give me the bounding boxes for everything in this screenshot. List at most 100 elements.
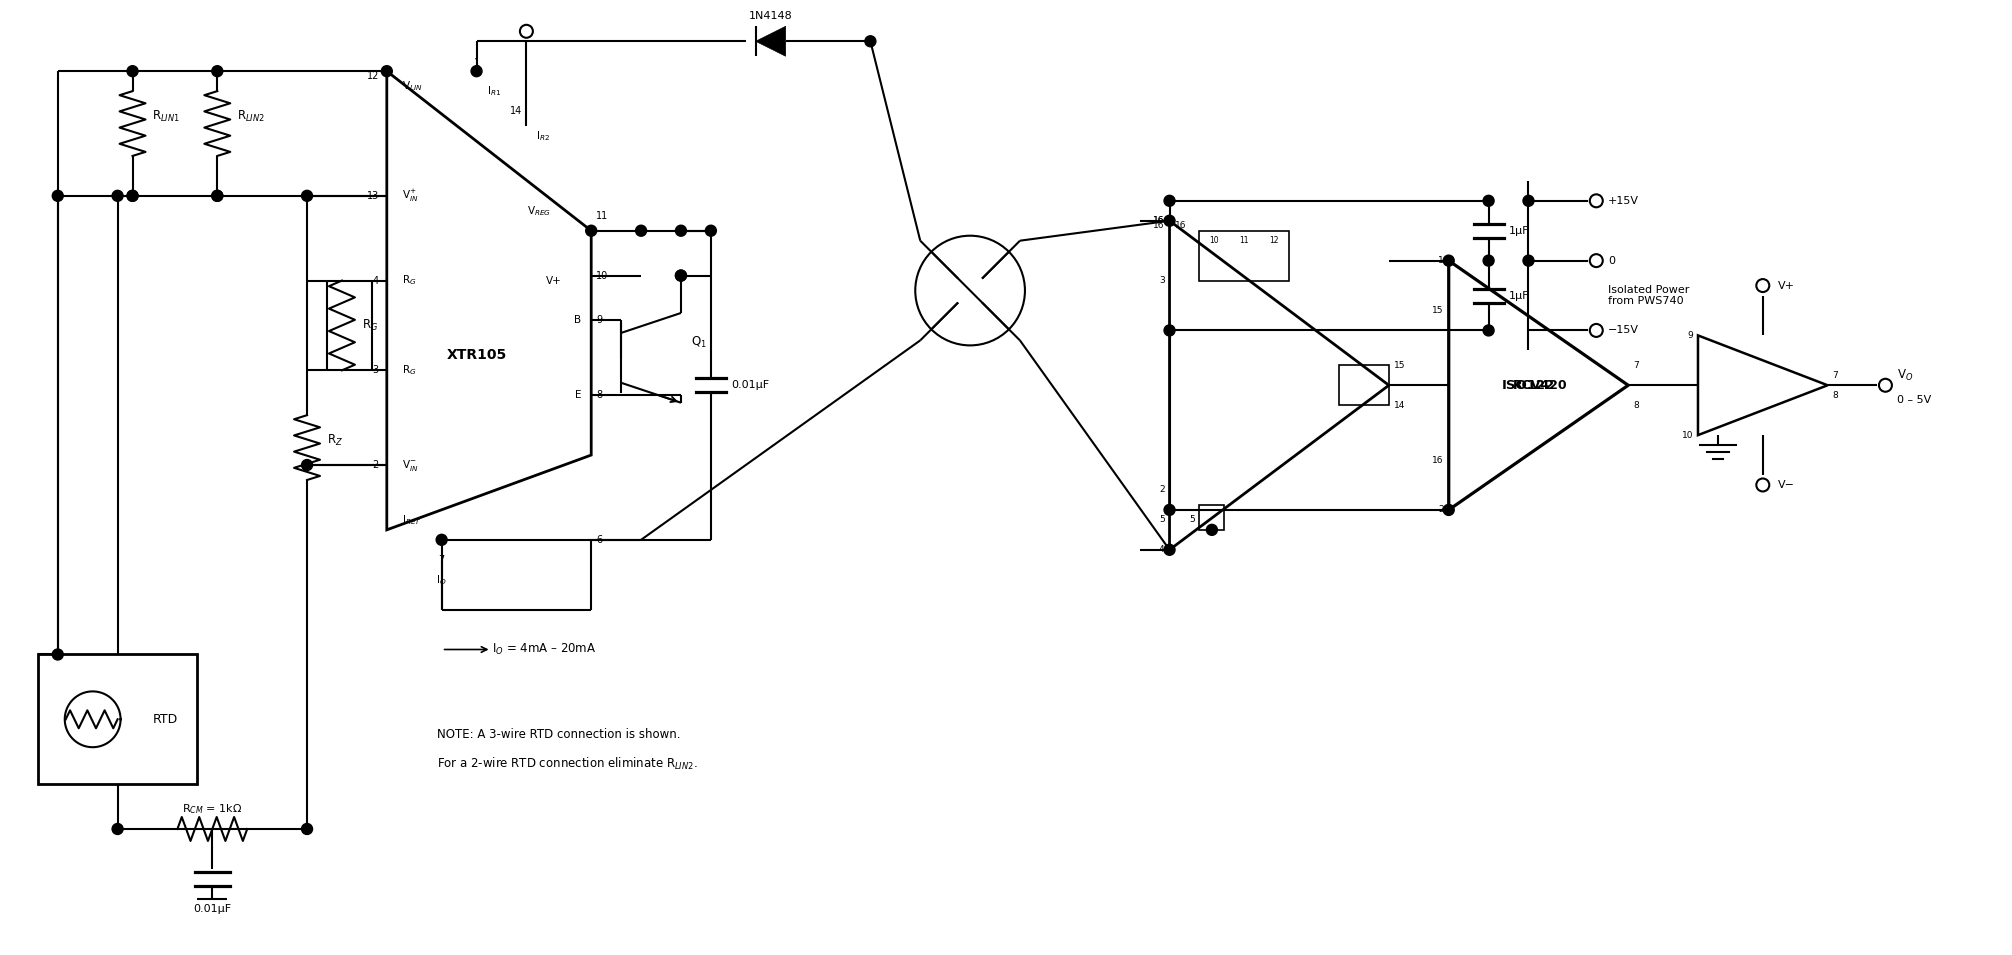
Text: 10: 10 bbox=[1682, 431, 1692, 439]
Text: 4: 4 bbox=[372, 276, 378, 286]
Bar bbox=[1340, 366, 1388, 405]
Text: 8: 8 bbox=[1634, 401, 1640, 410]
Text: V+: V+ bbox=[545, 276, 561, 286]
Text: 10: 10 bbox=[1209, 236, 1219, 244]
Text: Q$_1$: Q$_1$ bbox=[690, 335, 706, 350]
Text: 16: 16 bbox=[1153, 222, 1165, 230]
Text: 16: 16 bbox=[1175, 222, 1185, 230]
Text: 1μF: 1μF bbox=[1509, 225, 1529, 236]
Circle shape bbox=[676, 270, 686, 281]
Circle shape bbox=[302, 823, 312, 835]
Circle shape bbox=[706, 225, 716, 236]
Text: 10: 10 bbox=[596, 270, 608, 281]
Circle shape bbox=[127, 190, 139, 202]
Text: R$_{CM}$ = 1kΩ: R$_{CM}$ = 1kΩ bbox=[183, 802, 241, 816]
Circle shape bbox=[211, 190, 223, 202]
Circle shape bbox=[1443, 255, 1455, 266]
Text: 8: 8 bbox=[596, 391, 602, 400]
Circle shape bbox=[1165, 544, 1175, 555]
Circle shape bbox=[585, 225, 598, 236]
Text: I$_O$ = 4mA – 20mA: I$_O$ = 4mA – 20mA bbox=[491, 642, 596, 657]
Circle shape bbox=[52, 649, 62, 660]
Text: I$_O$: I$_O$ bbox=[437, 573, 447, 586]
Text: R$_G$: R$_G$ bbox=[402, 364, 416, 377]
Text: R$_{LIN1}$: R$_{LIN1}$ bbox=[153, 109, 181, 123]
Text: 5: 5 bbox=[1189, 516, 1195, 524]
Text: 4: 4 bbox=[1159, 545, 1165, 554]
Text: 1: 1 bbox=[473, 58, 479, 68]
Text: ISO122: ISO122 bbox=[1501, 379, 1555, 392]
Circle shape bbox=[52, 190, 62, 202]
Text: 0 – 5V: 0 – 5V bbox=[1897, 395, 1932, 405]
Circle shape bbox=[113, 190, 123, 202]
Text: 2: 2 bbox=[1159, 485, 1165, 495]
Text: 9: 9 bbox=[596, 315, 602, 326]
Text: V$_{LIN}$: V$_{LIN}$ bbox=[402, 79, 423, 93]
Text: 8: 8 bbox=[1833, 391, 1839, 400]
Text: 13: 13 bbox=[366, 191, 378, 201]
Circle shape bbox=[1483, 325, 1495, 336]
Text: 9: 9 bbox=[1688, 331, 1692, 340]
Text: 0.01μF: 0.01μF bbox=[193, 903, 231, 914]
Text: R$_G$: R$_G$ bbox=[362, 318, 378, 333]
Text: 0: 0 bbox=[1608, 256, 1616, 265]
Text: 16: 16 bbox=[1153, 216, 1165, 225]
Circle shape bbox=[113, 823, 123, 835]
Circle shape bbox=[1165, 504, 1175, 516]
Text: For a 2-wire RTD connection eliminate R$_{LIN2}$.: For a 2-wire RTD connection eliminate R$… bbox=[437, 756, 698, 773]
Circle shape bbox=[127, 66, 139, 76]
Text: R$_{LIN2}$: R$_{LIN2}$ bbox=[237, 109, 266, 123]
Text: R$_Z$: R$_Z$ bbox=[328, 433, 344, 448]
Circle shape bbox=[127, 190, 139, 202]
Text: NOTE: A 3-wire RTD connection is shown.: NOTE: A 3-wire RTD connection is shown. bbox=[437, 728, 680, 741]
Text: XTR105: XTR105 bbox=[447, 349, 507, 362]
Text: 1μF: 1μF bbox=[1509, 290, 1529, 301]
Text: RCV420: RCV420 bbox=[1513, 379, 1567, 392]
Text: V$_{IN}^{+}$: V$_{IN}^{+}$ bbox=[402, 188, 418, 203]
Circle shape bbox=[382, 66, 392, 76]
Circle shape bbox=[1483, 255, 1495, 266]
Circle shape bbox=[676, 225, 686, 236]
Polygon shape bbox=[757, 27, 785, 56]
Text: V$_{IN}^{-}$: V$_{IN}^{-}$ bbox=[402, 457, 418, 473]
Text: 7: 7 bbox=[1833, 371, 1839, 380]
Text: B: B bbox=[573, 315, 581, 326]
Text: V$_O$: V$_O$ bbox=[1897, 368, 1913, 383]
Text: 12: 12 bbox=[366, 72, 378, 81]
Text: 16: 16 bbox=[1433, 456, 1445, 464]
Text: Isolated Power
from PWS740: Isolated Power from PWS740 bbox=[1608, 285, 1690, 307]
Text: 12: 12 bbox=[1270, 236, 1280, 244]
Text: 1N4148: 1N4148 bbox=[748, 11, 793, 21]
Circle shape bbox=[1443, 504, 1455, 516]
Bar bbox=[1199, 505, 1225, 530]
Text: 11: 11 bbox=[596, 211, 608, 221]
Circle shape bbox=[1523, 255, 1533, 266]
Circle shape bbox=[1165, 196, 1175, 206]
Text: 14: 14 bbox=[511, 106, 523, 117]
Text: 0.01μF: 0.01μF bbox=[730, 380, 769, 391]
Text: V$_{REG}$: V$_{REG}$ bbox=[527, 203, 551, 218]
Circle shape bbox=[211, 190, 223, 202]
Text: 16: 16 bbox=[1153, 216, 1165, 225]
Text: 3: 3 bbox=[372, 366, 378, 375]
Text: 7: 7 bbox=[1634, 361, 1640, 370]
Circle shape bbox=[676, 270, 686, 281]
Circle shape bbox=[302, 459, 312, 471]
Circle shape bbox=[211, 66, 223, 76]
Text: 3: 3 bbox=[1159, 276, 1165, 286]
Text: 1: 1 bbox=[1439, 256, 1445, 265]
Text: −15V: −15V bbox=[1608, 326, 1640, 335]
Circle shape bbox=[1165, 215, 1175, 226]
Bar bbox=[1199, 231, 1290, 281]
Circle shape bbox=[302, 190, 312, 202]
Circle shape bbox=[865, 35, 875, 47]
Text: E: E bbox=[575, 391, 581, 400]
Text: 14: 14 bbox=[1394, 401, 1404, 410]
Text: R$_G$: R$_G$ bbox=[402, 274, 416, 287]
Text: 11: 11 bbox=[1239, 236, 1249, 244]
Text: 5: 5 bbox=[1159, 516, 1165, 524]
Text: 15: 15 bbox=[1433, 306, 1445, 315]
Text: I$_{R1}$: I$_{R1}$ bbox=[487, 84, 501, 98]
Circle shape bbox=[1207, 524, 1217, 536]
Text: 15: 15 bbox=[1394, 361, 1404, 370]
